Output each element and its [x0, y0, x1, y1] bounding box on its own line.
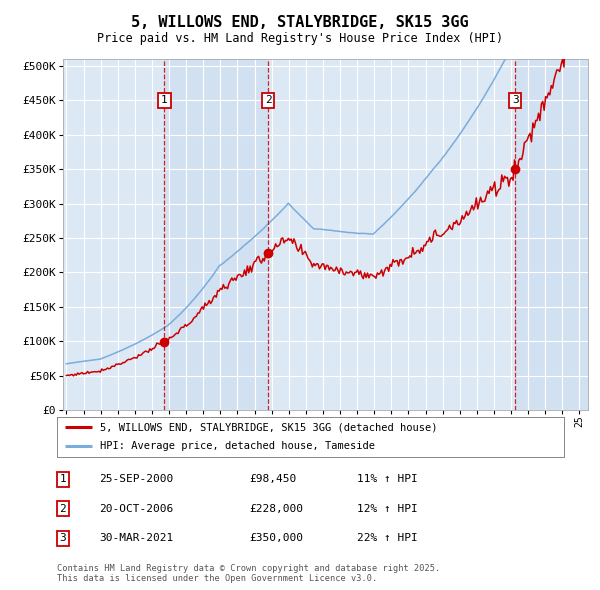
Text: 3: 3 [512, 96, 518, 105]
Text: 2: 2 [265, 96, 272, 105]
Text: 1: 1 [161, 96, 168, 105]
Bar [164, 59, 268, 410]
Text: 5, WILLOWS END, STALYBRIDGE, SK15 3GG (detached house): 5, WILLOWS END, STALYBRIDGE, SK15 3GG (d… [100, 422, 437, 432]
Text: £350,000: £350,000 [249, 533, 303, 543]
Text: 25-SEP-2000: 25-SEP-2000 [99, 474, 173, 484]
Text: 30-MAR-2021: 30-MAR-2021 [99, 533, 173, 543]
Text: 1: 1 [59, 474, 67, 484]
Text: £228,000: £228,000 [249, 504, 303, 513]
Text: 20-OCT-2006: 20-OCT-2006 [99, 504, 173, 513]
Text: Contains HM Land Registry data © Crown copyright and database right 2025.
This d: Contains HM Land Registry data © Crown c… [57, 563, 440, 583]
Text: 22% ↑ HPI: 22% ↑ HPI [357, 533, 418, 543]
Text: 3: 3 [59, 533, 67, 543]
Text: HPI: Average price, detached house, Tameside: HPI: Average price, detached house, Tame… [100, 441, 375, 451]
Text: £98,450: £98,450 [249, 474, 296, 484]
Text: 5, WILLOWS END, STALYBRIDGE, SK15 3GG: 5, WILLOWS END, STALYBRIDGE, SK15 3GG [131, 15, 469, 30]
Text: 11% ↑ HPI: 11% ↑ HPI [357, 474, 418, 484]
Text: Price paid vs. HM Land Registry's House Price Index (HPI): Price paid vs. HM Land Registry's House … [97, 32, 503, 45]
Text: 2: 2 [59, 504, 67, 513]
Text: 12% ↑ HPI: 12% ↑ HPI [357, 504, 418, 513]
Bar [515, 59, 588, 410]
